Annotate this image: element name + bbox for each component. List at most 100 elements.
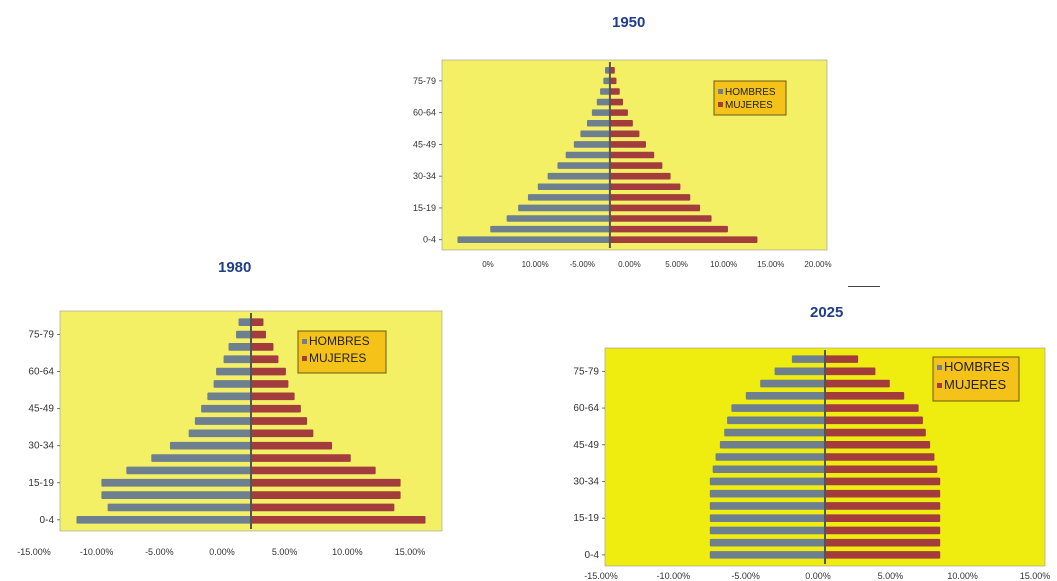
x-tick-label: 10.00% <box>710 260 737 269</box>
bar-mujeres-50-54 <box>251 392 295 401</box>
bar-mujeres-55-59 <box>609 119 633 127</box>
x-tick-label: -5.00% <box>731 571 760 581</box>
bar-hombres-80+ <box>604 67 610 74</box>
bar-hombres-75-79 <box>774 367 825 376</box>
chart-title-1950: 1950 <box>612 14 646 31</box>
bar-mujeres-80+ <box>251 318 264 327</box>
y-tick-label: 60-64 <box>573 403 599 414</box>
x-tick-label: 10.00% <box>947 571 978 581</box>
bar-mujeres-55-59 <box>251 380 289 388</box>
bar-mujeres-75-79 <box>825 367 876 376</box>
bar-hombres-65-69 <box>596 98 610 106</box>
bar-mujeres-45-49 <box>825 440 931 449</box>
bar-mujeres-15-19 <box>609 204 701 212</box>
bar-mujeres-15-19 <box>251 478 401 487</box>
bar-mujeres-45-49 <box>251 404 301 413</box>
bar-hombres-50-54 <box>724 428 825 437</box>
bar-mujeres-65-69 <box>609 98 624 106</box>
bar-hombres-45-49 <box>573 141 610 148</box>
bar-mujeres-35-39 <box>825 465 938 474</box>
bar-hombres-25-29 <box>537 183 610 191</box>
bar-mujeres-55-59 <box>825 416 923 425</box>
bar-mujeres-30-34 <box>251 441 333 450</box>
bar-hombres-45-49 <box>201 404 251 413</box>
y-tick-label: 60-64 <box>413 108 436 118</box>
bar-hombres-65-69 <box>745 392 825 400</box>
bar-hombres-30-34 <box>169 441 251 450</box>
bar-mujeres-40-44 <box>825 453 935 461</box>
bar-hombres-70-74 <box>760 379 825 388</box>
y-tick-label: 0-4 <box>585 550 600 561</box>
x-tick-label: 10.00% <box>522 260 549 269</box>
x-tick-label: 15.00% <box>757 260 784 269</box>
bar-mujeres-5-9 <box>251 503 395 512</box>
bar-mujeres-25-29 <box>251 454 351 462</box>
chart-title-1980: 1980 <box>218 259 252 276</box>
y-tick-label: 15-19 <box>28 478 54 489</box>
bar-hombres-20-24 <box>126 466 251 475</box>
legend-label-hombres: HOMBRES <box>944 359 1010 374</box>
bar-mujeres-0-4 <box>825 551 941 559</box>
bar-mujeres-65-69 <box>251 355 279 364</box>
legend-swatch-hombres <box>302 339 307 344</box>
x-tick-label: -5.00% <box>570 260 595 269</box>
y-tick-label: 30-34 <box>413 171 436 181</box>
bar-mujeres-70-74 <box>825 379 890 388</box>
bar-hombres-80+ <box>238 318 251 327</box>
legend-label-hombres: HOMBRES <box>725 87 776 98</box>
bar-mujeres-70-74 <box>251 343 274 351</box>
bar-mujeres-50-54 <box>825 428 926 437</box>
bar-hombres-5-9 <box>709 538 825 547</box>
bar-hombres-75-79 <box>236 330 251 339</box>
x-tick-label: -5.00% <box>145 547 174 557</box>
bar-mujeres-25-29 <box>609 183 681 191</box>
bar-mujeres-40-44 <box>251 417 308 425</box>
x-tick-label: 10.00% <box>332 547 363 557</box>
bar-hombres-75-79 <box>603 77 610 85</box>
bar-hombres-30-34 <box>547 172 610 180</box>
bar-hombres-55-59 <box>727 416 825 425</box>
bar-mujeres-5-9 <box>609 225 728 233</box>
y-tick-label: 30-34 <box>573 476 599 487</box>
bar-mujeres-10-14 <box>609 215 712 222</box>
bar-mujeres-5-9 <box>825 538 941 547</box>
chart-title-2025: 2025 <box>810 304 844 321</box>
bar-mujeres-60-64 <box>251 367 286 376</box>
legend-label-mujeres: MUJERES <box>309 351 366 365</box>
x-tick-label: 0.00% <box>805 571 831 581</box>
bar-mujeres-25-29 <box>825 489 941 498</box>
bar-mujeres-30-34 <box>825 477 941 486</box>
y-tick-label: 60-64 <box>28 367 54 378</box>
y-tick-label: 45-49 <box>28 404 54 415</box>
y-tick-label: 0-4 <box>40 515 55 526</box>
legend-swatch-mujeres <box>937 383 942 388</box>
pyramid-chart-2025: 0-4 15-19 30-34 45-49 60-64 75-79 -15.00% -10.0… <box>573 347 1050 581</box>
bar-hombres-10-14 <box>101 491 252 499</box>
legend-box <box>297 330 387 374</box>
y-tick-label: 75-79 <box>28 330 54 341</box>
y-tick-label: 0-4 <box>423 235 436 245</box>
x-tick-label: 0% <box>482 260 494 269</box>
bar-hombres-70-74 <box>600 88 610 95</box>
bar-mujeres-0-4 <box>609 236 758 243</box>
bar-mujeres-80+ <box>825 355 859 363</box>
x-tick-label: -15.00% <box>584 571 618 581</box>
bar-mujeres-20-24 <box>251 466 376 475</box>
y-tick-label: 30-34 <box>28 441 54 452</box>
bar-hombres-55-59 <box>586 119 610 127</box>
bar-hombres-0-4 <box>76 515 251 524</box>
bar-hombres-35-39 <box>557 162 610 169</box>
bar-hombres-10-14 <box>506 215 610 222</box>
bar-hombres-15-19 <box>101 478 252 487</box>
y-tick-label: 45-49 <box>573 440 599 451</box>
bar-mujeres-15-19 <box>825 514 941 522</box>
bar-hombres-20-24 <box>709 502 825 510</box>
bar-mujeres-70-74 <box>609 88 620 95</box>
legend-label-hombres: HOMBRES <box>309 334 370 348</box>
bar-mujeres-35-39 <box>251 429 314 438</box>
x-tick-label: 15.00% <box>395 547 426 557</box>
bar-mujeres-10-14 <box>251 491 401 499</box>
bar-mujeres-45-49 <box>609 141 646 148</box>
x-tick-label: 5.00% <box>665 260 688 269</box>
legend-swatch-mujeres <box>718 102 723 107</box>
